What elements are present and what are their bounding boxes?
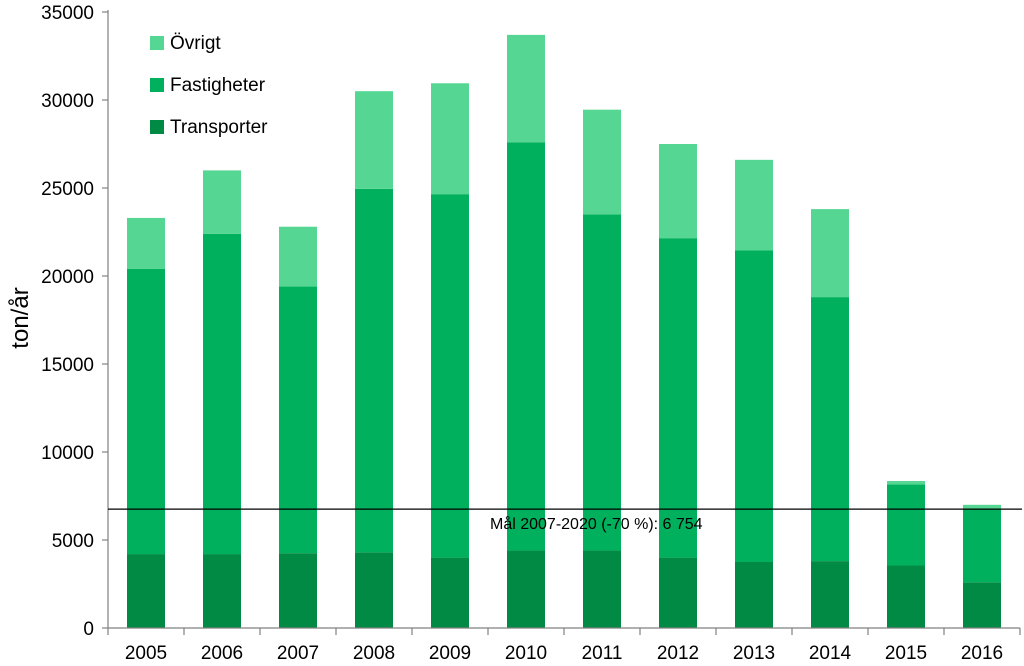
bar-transporter-2014 [811, 561, 849, 628]
x-tick-label-2007: 2007 [277, 643, 319, 664]
x-tick-label-2012: 2012 [657, 643, 699, 664]
bar--vrigt-2013 [735, 159, 773, 251]
x-tick-label-2013: 2013 [733, 643, 775, 664]
ticks-layer: 0 5000 10000 15000 20000 25000 30000 35000 2005 2… [41, 3, 1021, 664]
bar-fastigheter-2006 [203, 233, 241, 555]
legend-label-transporter: Transporter [170, 117, 268, 138]
bar-transporter-2013 [735, 562, 773, 628]
legend-swatch-fastigheter [150, 78, 164, 92]
bar--vrigt-2012 [659, 144, 697, 239]
bar-transporter-2007 [279, 553, 317, 628]
x-tick-label-2008: 2008 [353, 643, 395, 664]
x-tick-label-2011: 2011 [582, 643, 623, 664]
bar--vrigt-2005 [127, 217, 165, 269]
bar--vrigt-2007 [279, 226, 317, 287]
y-tick-label-0: 0 [83, 619, 94, 640]
x-tick-label-2014: 2014 [809, 643, 852, 664]
bar--vrigt-2009 [431, 83, 469, 195]
bar-transporter-2012 [659, 557, 697, 628]
x-tick-label-2005: 2005 [125, 643, 167, 664]
bar--vrigt-2016 [963, 504, 1001, 510]
y-tick-label-5000: 5000 [52, 531, 94, 552]
bar-fastigheter-2010 [507, 142, 545, 551]
bar-fastigheter-2012 [659, 238, 697, 558]
legend-label-vrigt: Övrigt [170, 33, 221, 54]
bar--vrigt-2008 [355, 91, 393, 189]
bar-transporter-2006 [203, 554, 241, 628]
bar--vrigt-2015 [887, 481, 925, 485]
bar-transporter-2016 [963, 582, 1001, 628]
y-tick-label-15000: 15000 [41, 355, 94, 376]
bar-fastigheter-2009 [431, 194, 469, 558]
target-line-label: Mål 2007-2020 (-70 %): 6 754 [490, 515, 703, 533]
legend-swatch-transporter [150, 120, 164, 134]
bar-transporter-2009 [431, 557, 469, 628]
y-tick-label-10000: 10000 [41, 443, 94, 464]
axes-layer [107, 10, 1020, 629]
bar--vrigt-2014 [811, 209, 849, 298]
x-tick-label-2009: 2009 [429, 643, 471, 664]
bar-transporter-2010 [507, 550, 545, 628]
bar-fastigheter-2014 [811, 297, 849, 562]
bar-transporter-2005 [127, 554, 165, 628]
legend: Övrigt Fastigheter Transporter [150, 33, 268, 138]
x-tick-label-2010: 2010 [505, 643, 547, 664]
y-tick-label-35000: 35000 [41, 3, 94, 24]
bar-transporter-2015 [887, 565, 925, 628]
legend-swatch-vrigt [150, 36, 164, 50]
x-tick-label-2016: 2016 [961, 643, 1003, 664]
bar--vrigt-2010 [507, 34, 545, 143]
bar-fastigheter-2015 [887, 484, 925, 566]
bar-fastigheter-2013 [735, 250, 773, 563]
bar--vrigt-2006 [203, 170, 241, 234]
bar-fastigheter-2008 [355, 188, 393, 553]
bar-fastigheter-2016 [963, 509, 1001, 583]
y-tick-label-25000: 25000 [41, 179, 94, 200]
bar-fastigheter-2007 [279, 286, 317, 554]
bar-transporter-2011 [583, 550, 621, 628]
y-axis-label: ton/år [7, 287, 34, 348]
bar-fastigheter-2005 [127, 268, 165, 555]
legend-label-fastigheter: Fastigheter [170, 75, 266, 96]
x-tick-label-2006: 2006 [201, 643, 243, 664]
bar--vrigt-2011 [583, 109, 621, 215]
bar-transporter-2008 [355, 552, 393, 628]
y-tick-label-30000: 30000 [41, 91, 94, 112]
bar-fastigheter-2011 [583, 214, 621, 551]
y-tick-label-20000: 20000 [41, 267, 94, 288]
x-tick-label-2015: 2015 [885, 643, 927, 664]
target-layer: Mål 2007-2020 (-70 %): 6 754 [108, 508, 1022, 533]
